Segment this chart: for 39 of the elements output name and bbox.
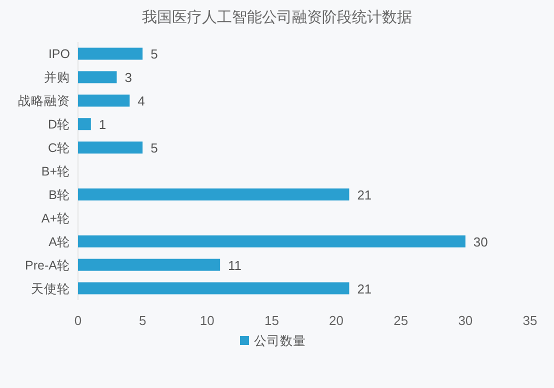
y-tick-label: Pre-A轮 bbox=[25, 258, 70, 272]
x-tick-label: 15 bbox=[264, 313, 279, 328]
x-tick-label: 0 bbox=[74, 313, 82, 328]
data-label: 30 bbox=[473, 234, 488, 250]
x-tick-label: 5 bbox=[138, 313, 146, 328]
y-tick-label: B+轮 bbox=[41, 164, 70, 178]
y-tick-label: 并购 bbox=[44, 70, 70, 85]
x-tick-label: 20 bbox=[329, 313, 344, 328]
data-label: 21 bbox=[357, 187, 372, 202]
y-tick-label: B轮 bbox=[48, 188, 70, 202]
data-label: 1 bbox=[98, 117, 106, 132]
bar bbox=[78, 235, 466, 248]
bar bbox=[78, 188, 350, 200]
x-tick-label: 35 bbox=[522, 313, 538, 328]
y-tick-label: C轮 bbox=[48, 141, 70, 156]
y-tick-label: A+轮 bbox=[41, 211, 70, 226]
data-label: 5 bbox=[150, 46, 158, 62]
y-tick-label: D轮 bbox=[48, 118, 70, 132]
data-label: 21 bbox=[357, 281, 372, 296]
bar bbox=[78, 118, 91, 130]
y-tick-label: A轮 bbox=[48, 234, 70, 249]
bar bbox=[78, 48, 143, 60]
y-tick-label: IPO bbox=[48, 47, 70, 62]
x-tick-label: 25 bbox=[394, 313, 408, 328]
legend-label: 公司数量 bbox=[254, 334, 306, 348]
data-label: 11 bbox=[228, 258, 242, 273]
bar bbox=[78, 94, 130, 107]
chart-title: 我国医疗人工智能公司融资阶段统计数据 bbox=[142, 9, 412, 26]
data-label: 3 bbox=[124, 70, 132, 86]
y-tick-label: 战略融资 bbox=[18, 94, 70, 108]
x-tick-label: 30 bbox=[458, 313, 473, 328]
y-tick-label: 天使轮 bbox=[31, 282, 70, 296]
x-tick-label: 10 bbox=[200, 313, 214, 328]
bar bbox=[78, 71, 117, 84]
data-label: 5 bbox=[150, 140, 158, 156]
data-label: 4 bbox=[138, 94, 145, 109]
bar bbox=[78, 258, 220, 271]
bar bbox=[78, 282, 350, 294]
bar bbox=[78, 142, 143, 154]
